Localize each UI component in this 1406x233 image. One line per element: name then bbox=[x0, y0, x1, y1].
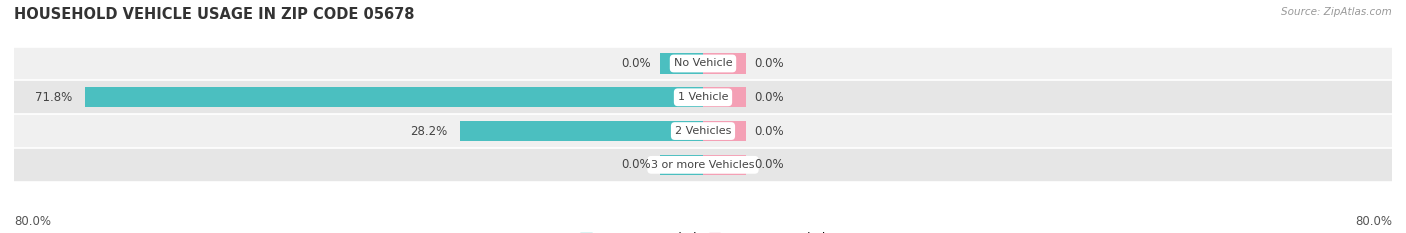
Text: 0.0%: 0.0% bbox=[621, 57, 651, 70]
Bar bbox=[703, 87, 747, 107]
Text: Source: ZipAtlas.com: Source: ZipAtlas.com bbox=[1281, 7, 1392, 17]
Bar bbox=[14, 114, 1392, 148]
Bar bbox=[659, 53, 703, 74]
Bar bbox=[14, 148, 1392, 182]
Bar bbox=[14, 47, 1392, 80]
Bar bbox=[659, 155, 703, 175]
Text: 71.8%: 71.8% bbox=[35, 91, 72, 104]
Legend: Owner-occupied, Renter-occupied: Owner-occupied, Renter-occupied bbox=[575, 228, 831, 233]
Bar bbox=[703, 121, 747, 141]
Text: 0.0%: 0.0% bbox=[755, 91, 785, 104]
Text: 0.0%: 0.0% bbox=[755, 125, 785, 137]
Bar bbox=[703, 155, 747, 175]
Text: HOUSEHOLD VEHICLE USAGE IN ZIP CODE 05678: HOUSEHOLD VEHICLE USAGE IN ZIP CODE 0567… bbox=[14, 7, 415, 22]
Text: 80.0%: 80.0% bbox=[1355, 215, 1392, 228]
Text: 28.2%: 28.2% bbox=[411, 125, 447, 137]
Text: 3 or more Vehicles: 3 or more Vehicles bbox=[651, 160, 755, 170]
Text: No Vehicle: No Vehicle bbox=[673, 58, 733, 69]
Text: 2 Vehicles: 2 Vehicles bbox=[675, 126, 731, 136]
Text: 1 Vehicle: 1 Vehicle bbox=[678, 92, 728, 102]
Text: 0.0%: 0.0% bbox=[621, 158, 651, 171]
Text: 0.0%: 0.0% bbox=[755, 158, 785, 171]
Text: 0.0%: 0.0% bbox=[755, 57, 785, 70]
Bar bbox=[703, 53, 747, 74]
Bar bbox=[460, 121, 703, 141]
Bar bbox=[84, 87, 703, 107]
Bar bbox=[14, 80, 1392, 114]
Text: 80.0%: 80.0% bbox=[14, 215, 51, 228]
